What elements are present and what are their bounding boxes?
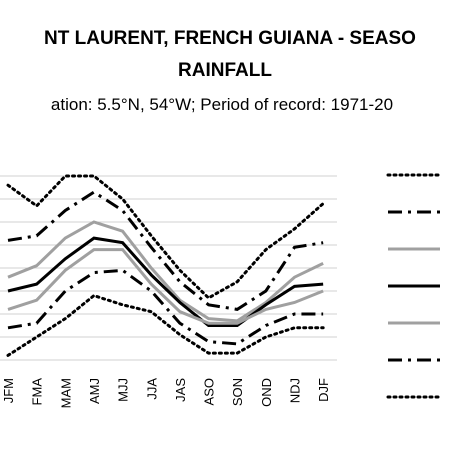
series-line (7, 220, 324, 323)
x-tick-label: OND (259, 378, 274, 407)
x-tick-label: DJF (316, 378, 331, 402)
x-tick-label: JFM (1, 378, 16, 403)
x-tick-label: MJJ (116, 378, 131, 402)
series-line (6, 174, 325, 300)
x-tick-label: AMJ (87, 378, 102, 404)
chart-title: RAINFALL (178, 60, 272, 81)
x-tick-label: MAM (58, 378, 73, 408)
chart-title: NT LAURENT, FRENCH GUIANA - SEASO (44, 28, 416, 49)
x-tick-label: NDJ (288, 378, 303, 403)
series-line (7, 268, 324, 346)
x-tick-label: JAS (173, 378, 188, 402)
x-tick-label: ASO (202, 378, 217, 405)
series-line (6, 293, 325, 357)
x-tick-label: JJA (144, 378, 159, 400)
series-line (7, 248, 324, 325)
series-line (7, 190, 324, 311)
x-tick-label: SON (230, 378, 245, 406)
chart-subtitle: ation: 5.5°N, 54°W; Period of record: 19… (51, 95, 393, 114)
series-line (7, 236, 324, 327)
x-tick-label: FMA (30, 378, 45, 406)
